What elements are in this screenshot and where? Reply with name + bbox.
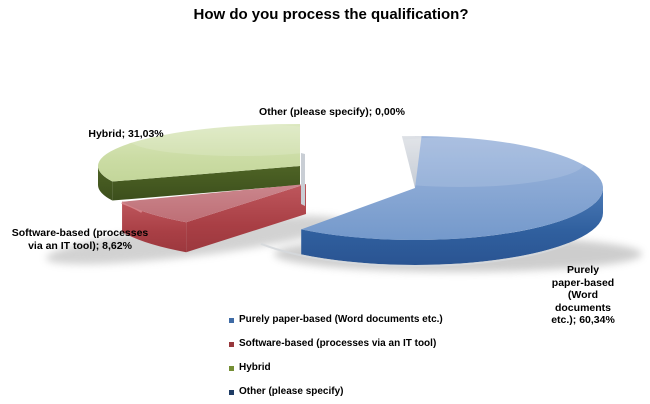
legend-marker-software-icon: [229, 341, 234, 347]
slice-label-purely-paper-based: Purely paper-based (Word documents etc.)…: [551, 264, 615, 326]
legend-item-other: Other (please specify): [229, 386, 443, 398]
pie-slice-other-sliver: [301, 153, 305, 206]
legend-marker-purely-icon: [229, 317, 234, 323]
pie-slice-hybrid-cut-face: [112, 166, 300, 201]
slice-label-other: Other (please specify); 0,00%: [259, 106, 405, 118]
legend-label: Software-based (processes via an IT tool…: [239, 338, 437, 349]
pie-sheen: [335, 137, 585, 187]
pie-base-rim: [260, 242, 570, 268]
legend-label: Purely paper-based (Word documents etc.): [239, 314, 443, 325]
legend-label: Other (please specify): [239, 386, 344, 397]
legend-item-software: Software-based (processes via an IT tool…: [229, 338, 443, 350]
pie-slice-software-based-side: [122, 201, 187, 253]
legend-label: Hybrid: [239, 362, 271, 373]
legend-item-purely: Purely paper-based (Word documents etc.): [229, 314, 443, 326]
pie-slice-software-based-cut-face: [186, 184, 306, 253]
pie-slice-purely-paper-based: [301, 136, 603, 241]
chart-title: How do you process the qualification?: [193, 6, 469, 23]
legend: Purely paper-based (Word documents etc.)…: [229, 314, 443, 404]
pie-slice-hybrid-side: [98, 166, 113, 201]
pie-cut-face-notch: [401, 136, 422, 188]
slice-label-hybrid: Hybrid; 31,03%: [88, 128, 164, 140]
pie-slice-hybrid: [97, 124, 300, 182]
pie-sheen-green: [130, 124, 350, 156]
slice-label-software-based: Software-based (processes via an IT tool…: [11, 227, 149, 252]
pie-render-layer: [46, 124, 642, 272]
legend-marker-other-icon: [229, 389, 234, 395]
legend-item-hybrid: Hybrid: [229, 362, 443, 374]
pie-slice-purely-paper-based-side: [301, 188, 603, 266]
pie-slice-software-based: [122, 184, 306, 223]
legend-marker-hybrid-icon: [229, 365, 234, 371]
